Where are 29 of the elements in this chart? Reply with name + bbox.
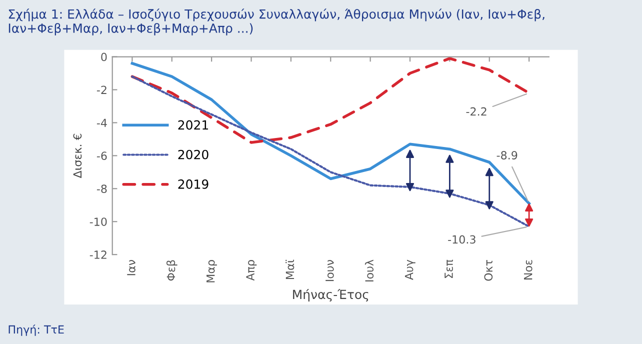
text: Πηγή: ΤτΕ	[8, 324, 64, 336]
legend-label: 2021	[178, 120, 208, 130]
x-tick-label: Ιουλ	[364, 260, 374, 282]
y-tick-label: -6	[96, 152, 107, 160]
y-tick-label: -8	[96, 184, 107, 194]
y-tick-label: 0	[101, 52, 107, 62]
y-tick-label: -2	[96, 86, 106, 94]
x-tick-label: Απρ	[246, 260, 257, 281]
x-tick-label: Αυγ	[404, 260, 416, 280]
x-tick-label: Οκτ	[484, 260, 493, 281]
x-tick-label: Νοε	[524, 260, 532, 280]
y-tick-label: -4	[96, 118, 107, 127]
x-tick-label: Ιαν	[127, 260, 136, 276]
x-tick-label: Ιουν	[326, 260, 334, 282]
y-tick-label: -10	[90, 218, 107, 226]
line-series	[130, 57, 530, 144]
x-axis-title: Μήνας-Έτος	[293, 288, 368, 302]
x-tick-label: Σεπ	[444, 260, 453, 278]
annotation: -2.2	[466, 107, 486, 116]
chart-title: Σχήμα 1: Ελλάδα – Ισοζύγιο Τρεχουσών Συναλλαγών, Άθροισμα Μηνών (Ιαν, Ιαν+Φεβ, Ιαν+Φεβ+Μαρ, Ιαν+Φεβ+Μαρ+Απρ ...)	[8, 8, 544, 36]
annotation: -10.3	[448, 235, 476, 244]
y-tick-label: -12	[90, 250, 106, 259]
x-tick-label: Μαρ	[206, 260, 217, 282]
x-tick-label: Μαϊ	[286, 260, 294, 280]
x-tick-label: Φεβ	[166, 260, 178, 281]
legend-label: 2020	[178, 150, 208, 160]
y-axis-title: Δισεκ. €	[73, 134, 82, 178]
annotation: -8.9	[496, 151, 518, 160]
legend-label: 2019	[178, 179, 208, 189]
